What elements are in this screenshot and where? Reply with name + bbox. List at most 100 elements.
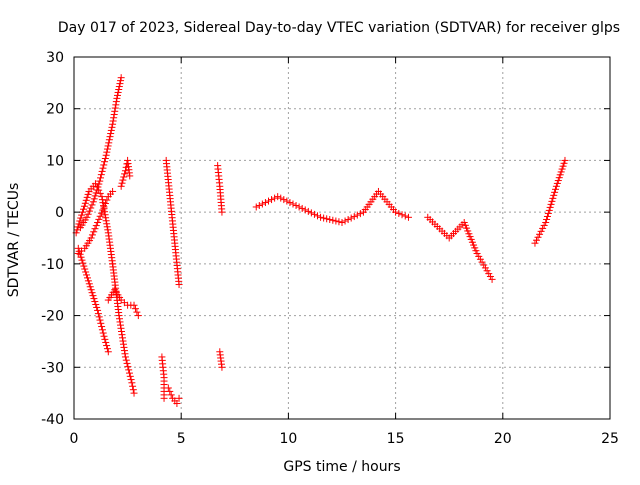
data-point	[81, 265, 89, 273]
data-point-trace	[88, 289, 96, 297]
data-point-trace	[481, 264, 489, 272]
data-point	[218, 208, 226, 216]
data-point-trace	[401, 212, 409, 220]
data-point-trace	[112, 101, 120, 109]
data-point-trace	[96, 212, 104, 220]
data-point-trace	[261, 199, 269, 207]
data-point-trace	[99, 329, 107, 337]
data-point	[113, 94, 121, 102]
data-point	[542, 218, 550, 226]
data-point-trace	[100, 161, 108, 169]
data-point-trace	[102, 338, 110, 346]
data-point-trace	[82, 268, 90, 276]
data-point	[338, 218, 346, 226]
data-point	[175, 281, 183, 289]
data-point-trace	[536, 230, 544, 238]
data-point	[175, 394, 183, 402]
data-point-trace	[111, 104, 119, 112]
data-point-trace	[110, 111, 118, 119]
data-point-trace	[104, 142, 112, 150]
data-point-trace	[559, 162, 567, 170]
data-point-trace	[88, 231, 96, 239]
data-point	[87, 286, 95, 294]
data-point	[102, 151, 110, 159]
data-point-trace	[113, 91, 121, 99]
data-point	[473, 250, 481, 258]
data-point-trace	[110, 114, 118, 122]
data-point-trace	[101, 211, 109, 219]
data-point	[128, 379, 136, 387]
data-point-trace	[537, 227, 545, 235]
data-point-trace	[107, 130, 115, 138]
data-point-trace	[103, 145, 111, 153]
data-point-trace	[77, 214, 85, 222]
data-point-trace	[101, 200, 109, 208]
data-point-trace	[92, 300, 100, 308]
data-point-trace	[94, 310, 102, 318]
data-point	[94, 306, 102, 314]
data-point-trace	[103, 196, 111, 204]
data-point-trace	[91, 192, 99, 200]
data-point-trace	[127, 376, 135, 384]
data-point-trace	[480, 261, 488, 269]
y-tick-label: 10	[46, 153, 64, 169]
data-point-trace	[80, 262, 88, 270]
data-point-trace	[543, 212, 551, 220]
data-point-trace	[112, 98, 120, 106]
data-point-trace	[548, 197, 556, 205]
data-point-trace	[103, 345, 111, 353]
data-point-trace	[547, 200, 555, 208]
data-point-trace	[101, 335, 109, 343]
data-point-trace	[92, 222, 100, 230]
data-point-trace	[555, 174, 563, 182]
data-point-trace	[353, 211, 361, 219]
data-point-trace	[97, 319, 105, 327]
data-point-trace	[101, 208, 109, 216]
data-point	[100, 332, 108, 340]
data-point-trace	[344, 216, 352, 224]
data-point-trace	[540, 221, 548, 229]
data-point-trace	[78, 256, 86, 264]
data-point-trace	[98, 326, 106, 334]
data-point	[89, 198, 97, 206]
data-point-trace	[544, 209, 552, 217]
data-point-trace	[83, 271, 91, 279]
data-point-trace	[289, 200, 297, 208]
data-point-trace	[109, 117, 117, 125]
data-point-trace	[105, 136, 113, 144]
data-point	[173, 399, 181, 407]
data-point-trace	[83, 193, 91, 201]
data-point	[96, 177, 104, 185]
data-point-trace	[268, 196, 276, 204]
data-point-trace	[90, 228, 98, 236]
data-point-trace	[108, 123, 116, 131]
data-point-trace	[117, 77, 125, 85]
x-axis-label: GPS time / hours	[283, 459, 400, 475]
data-point-trace	[106, 133, 114, 141]
data-point-trace	[103, 223, 111, 231]
data-point-trace	[103, 342, 111, 350]
data-point-trace	[119, 176, 127, 184]
y-tick-label: -40	[41, 412, 64, 428]
data-point-trace	[476, 255, 484, 263]
data-point-trace	[91, 298, 99, 306]
data-point-trace	[84, 210, 92, 218]
data-point-trace	[97, 174, 105, 182]
data-point-trace	[292, 201, 300, 209]
data-point-trace	[79, 205, 87, 213]
data-point-trace	[304, 207, 312, 215]
data-point-trace	[550, 191, 558, 199]
data-point-trace	[98, 323, 106, 331]
data-point	[531, 239, 539, 247]
data-point-trace	[105, 139, 113, 147]
data-point-trace	[264, 197, 272, 205]
data-point	[98, 193, 106, 201]
data-point-trace	[75, 220, 83, 228]
data-point-trace	[90, 295, 98, 303]
data-point-trace	[89, 292, 97, 300]
data-point-trace	[84, 277, 92, 285]
data-point-trace	[97, 209, 105, 217]
